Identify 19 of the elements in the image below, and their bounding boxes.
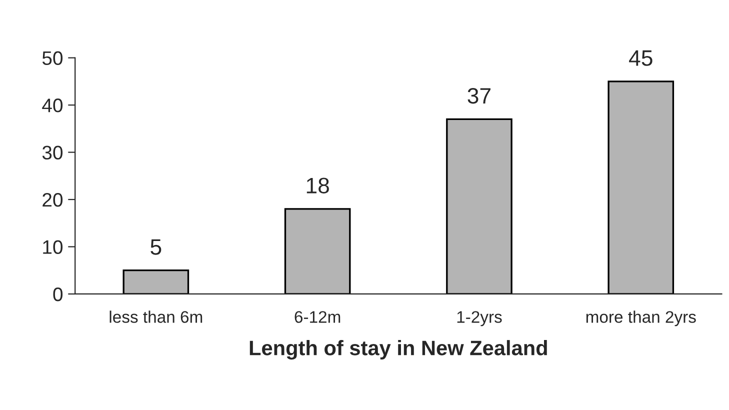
y-tick-label: 0 [53, 287, 63, 302]
y-tick-label: 10 [43, 240, 63, 254]
data-label: 45 [629, 50, 652, 66]
x-tick-label: 1-2yrs [457, 311, 502, 326]
x-tick-label: less than 6m [110, 310, 202, 323]
x-axis-title: Length of stay in New Zealand [250, 340, 547, 360]
y-tick-label: 20 [42, 192, 63, 207]
bar [446, 118, 512, 294]
bar [122, 270, 190, 294]
data-label: 18 [306, 178, 329, 194]
y-tick-label: 50 [42, 51, 63, 66]
bar [608, 80, 674, 294]
data-label: 5 [150, 239, 162, 255]
bar [284, 208, 351, 294]
x-tick-label: more than 2yrs [586, 310, 696, 326]
y-tick-label: 40 [42, 98, 63, 112]
y-tick-label: 30 [42, 146, 63, 160]
data-label: 37 [468, 88, 490, 104]
x-tick-label: 6-12m [294, 311, 340, 323]
